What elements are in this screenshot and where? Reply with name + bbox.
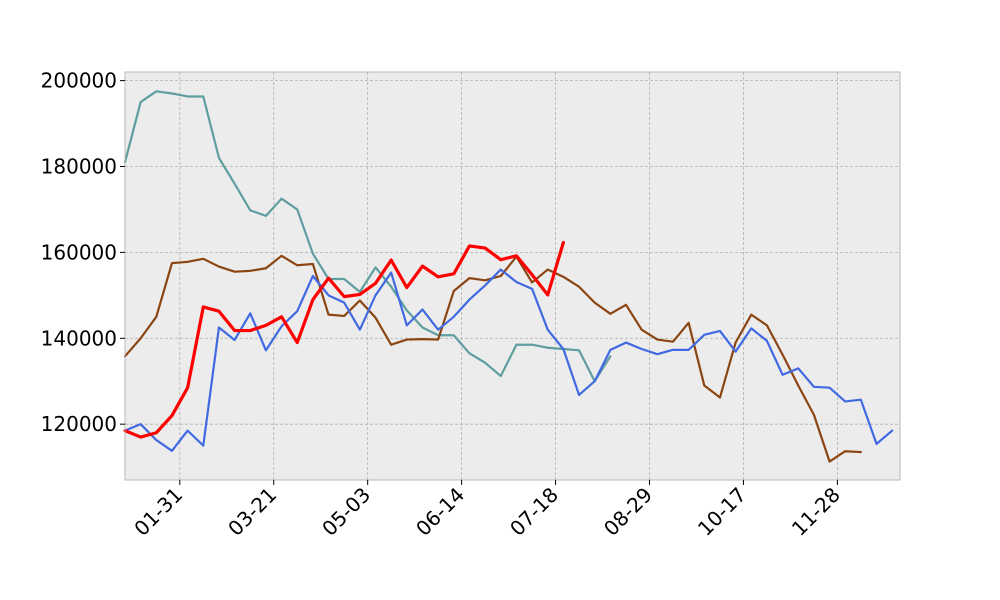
x-tick-label: 08-29: [599, 483, 657, 541]
x-tick-label: 01-31: [129, 483, 187, 541]
series-line-1: [123, 90, 612, 383]
y-tick-label: 140000: [41, 326, 117, 350]
plot-frame: [124, 71, 901, 481]
x-tick-label: 05-03: [317, 483, 375, 541]
x-tick-label: 06-14: [411, 483, 469, 541]
gridlines: [125, 72, 900, 480]
x-axis: 01-31 03-21 05-03 06-14 07-18 08-29 10-17 11-28: [129, 480, 845, 541]
series-line-4: [123, 240, 565, 439]
x-tick-label: 10-17: [693, 483, 751, 541]
x-tick-label: 03-21: [223, 483, 281, 541]
y-axis: 120000 140000 160000 180000 200000: [41, 69, 125, 436]
y-tick-label: 180000: [41, 154, 117, 178]
plot-area: [125, 72, 900, 480]
series-line-3: [123, 268, 894, 452]
x-tick-label: 07-18: [505, 483, 563, 541]
x-tick-label: 11-28: [787, 483, 845, 541]
y-tick-label: 160000: [41, 240, 117, 264]
series-layer: [123, 90, 894, 463]
y-tick-label: 200000: [41, 69, 117, 93]
y-tick-label: 120000: [41, 412, 117, 436]
